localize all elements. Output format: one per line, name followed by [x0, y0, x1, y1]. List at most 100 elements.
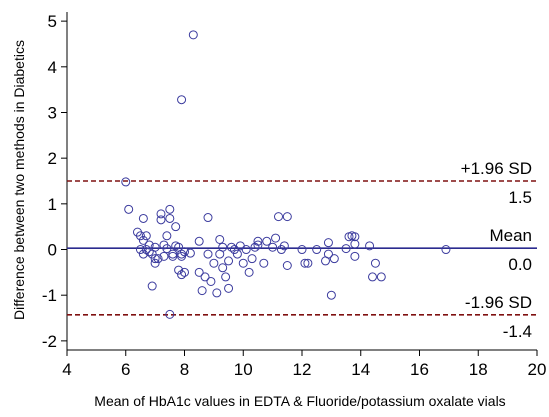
data-point: [203, 213, 213, 223]
y-tick-label: 0: [48, 241, 57, 260]
data-point: [241, 245, 251, 255]
data-point: [323, 249, 333, 259]
data-point: [282, 261, 292, 270]
upper-label: +1.96 SD: [461, 159, 532, 178]
mean-value: 0.0: [508, 255, 532, 274]
data-point: [150, 242, 160, 252]
lower-value: -1.4: [503, 322, 532, 341]
data-point: [135, 231, 145, 241]
data-point: [177, 95, 187, 105]
y-tick-label: -1: [42, 286, 57, 305]
data-point: [138, 235, 148, 245]
data-point: [165, 213, 175, 223]
x-tick-label: 6: [121, 360, 130, 379]
reference-lines: [67, 180, 537, 316]
data-point: [370, 258, 380, 268]
data-point: [150, 254, 160, 264]
data-point: [300, 258, 310, 268]
data-point: [138, 249, 148, 259]
y-tick-label: 5: [48, 12, 57, 31]
data-point: [350, 232, 360, 242]
data-point: [250, 242, 260, 252]
data-point: [121, 177, 131, 187]
x-tick-label: 18: [469, 360, 488, 379]
data-point: [212, 288, 222, 298]
data-point: [159, 251, 169, 261]
data-point: [144, 240, 154, 250]
lower-label: -1.96 SD: [465, 293, 532, 312]
data-point: [271, 233, 281, 243]
data-point: [350, 251, 360, 261]
x-tick-label: 10: [234, 360, 253, 379]
data-point: [203, 249, 213, 259]
data-point: [185, 248, 195, 258]
data-point: [194, 267, 204, 277]
data-point: [365, 241, 375, 251]
data-point: [326, 290, 336, 300]
data-point: [279, 241, 289, 251]
data-point: [247, 254, 257, 264]
x-tick-label: 14: [351, 360, 370, 379]
data-point: [376, 272, 386, 282]
data-points: [121, 30, 451, 319]
data-point: [221, 272, 231, 282]
data-point: [259, 258, 269, 268]
data-point: [368, 272, 377, 282]
data-point: [227, 242, 236, 252]
data-point: [165, 309, 175, 319]
data-point: [274, 212, 283, 222]
x-tick-label: 8: [180, 360, 189, 379]
data-point: [177, 270, 187, 280]
data-point: [165, 204, 175, 214]
data-point: [312, 245, 322, 255]
data-point: [218, 263, 228, 273]
y-tick-label: -2: [42, 332, 57, 351]
data-point: [350, 239, 360, 249]
x-tick-label: 16: [410, 360, 429, 379]
data-point: [124, 204, 134, 214]
y-tick-label: 1: [48, 195, 57, 214]
data-point: [162, 244, 172, 254]
data-point: [244, 267, 254, 277]
data-point: [238, 258, 248, 268]
y-tick-label: 4: [48, 58, 57, 77]
upper-value: 1.5: [508, 188, 532, 207]
data-point: [156, 209, 166, 219]
data-point: [253, 240, 263, 250]
data-point: [188, 30, 198, 40]
data-point: [268, 242, 278, 252]
data-point: [144, 247, 154, 257]
data-point: [224, 283, 234, 293]
data-point: [153, 254, 163, 264]
data-point: [341, 244, 351, 254]
data-point: [162, 231, 172, 241]
data-point: [168, 249, 178, 259]
data-point: [197, 286, 207, 296]
data-point: [200, 272, 210, 282]
data-point: [194, 236, 204, 246]
data-point: [138, 213, 148, 223]
data-point: [215, 234, 225, 244]
data-point: [224, 256, 234, 266]
data-point: [297, 245, 307, 255]
x-tick-label: 12: [293, 360, 312, 379]
data-point: [135, 245, 145, 255]
data-point: [180, 247, 189, 257]
x-axis-title: Mean of HbA1c values in EDTA & Fluoride/…: [94, 393, 505, 409]
data-point: [441, 245, 451, 255]
data-point: [168, 251, 178, 261]
data-point: [218, 242, 228, 252]
x-tick-label: 4: [62, 360, 71, 379]
data-point: [329, 254, 339, 264]
data-point: [232, 249, 242, 259]
x-tick-label: 20: [528, 360, 547, 379]
data-point: [282, 212, 292, 222]
y-tick-label: 2: [48, 149, 57, 168]
reference-annotations: +1.96 SD 1.5 Mean 0.0 -1.96 SD -1.4: [461, 159, 532, 341]
data-point: [171, 222, 181, 232]
data-point: [323, 238, 333, 248]
data-point: [141, 245, 151, 255]
data-point: [177, 249, 187, 259]
